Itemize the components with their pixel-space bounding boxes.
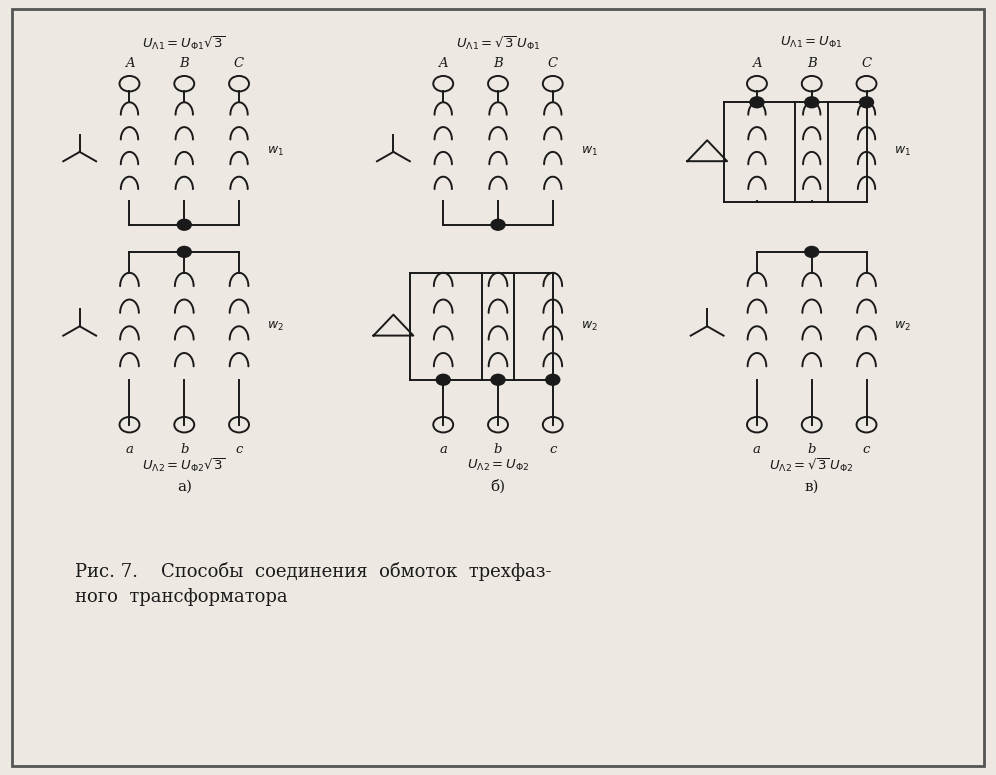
Text: b: b: [180, 443, 188, 456]
Text: $U_{\Lambda 2}=\sqrt{3}\,U_{\Phi 2}$: $U_{\Lambda 2}=\sqrt{3}\,U_{\Phi 2}$: [769, 456, 855, 474]
Circle shape: [805, 97, 819, 108]
Text: $U_{\Lambda 1}=\sqrt{3}\,U_{\Phi 1}$: $U_{\Lambda 1}=\sqrt{3}\,U_{\Phi 1}$: [455, 33, 541, 52]
Text: B: B: [807, 57, 817, 70]
Text: Рис. 7.    Способы  соединения  обмоток  трехфаз-
ного  трансформатора: Рис. 7. Способы соединения обмоток трехф…: [75, 562, 551, 606]
Circle shape: [177, 219, 191, 230]
Text: c: c: [235, 443, 243, 456]
Text: C: C: [548, 57, 558, 70]
Text: $U_{\Lambda 1}=U_{\Phi 1}$: $U_{\Lambda 1}=U_{\Phi 1}$: [781, 35, 843, 50]
Text: a: a: [753, 443, 761, 456]
Circle shape: [546, 374, 560, 385]
Text: в): в): [805, 480, 819, 494]
Text: A: A: [124, 57, 134, 70]
Text: $U_{\Lambda 2}=U_{\Phi 2}$: $U_{\Lambda 2}=U_{\Phi 2}$: [467, 457, 529, 473]
Text: A: A: [438, 57, 448, 70]
Text: a: a: [125, 443, 133, 456]
Circle shape: [750, 97, 764, 108]
Circle shape: [860, 97, 873, 108]
Circle shape: [177, 246, 191, 257]
Text: b: b: [494, 443, 502, 456]
Text: B: B: [179, 57, 189, 70]
Text: a: a: [439, 443, 447, 456]
Circle shape: [436, 374, 450, 385]
Text: $w_2$: $w_2$: [894, 320, 911, 332]
Circle shape: [491, 219, 505, 230]
Text: B: B: [493, 57, 503, 70]
Text: $w_1$: $w_1$: [581, 146, 598, 158]
Text: A: A: [752, 57, 762, 70]
Text: а): а): [176, 480, 192, 494]
Text: $U_{\Lambda 2}=U_{\Phi 2}\sqrt{3}$: $U_{\Lambda 2}=U_{\Phi 2}\sqrt{3}$: [142, 456, 226, 474]
Text: b: b: [808, 443, 816, 456]
Text: $w_2$: $w_2$: [267, 320, 284, 332]
Text: $w_1$: $w_1$: [267, 146, 284, 158]
Text: $w_1$: $w_1$: [894, 146, 911, 158]
Text: C: C: [234, 57, 244, 70]
Text: c: c: [863, 443, 871, 456]
Text: б): б): [490, 480, 506, 494]
Circle shape: [805, 246, 819, 257]
Circle shape: [491, 374, 505, 385]
Text: $w_2$: $w_2$: [581, 320, 598, 332]
Text: C: C: [862, 57, 872, 70]
Text: $U_{\Lambda 1}=U_{\Phi 1}\sqrt{3}$: $U_{\Lambda 1}=U_{\Phi 1}\sqrt{3}$: [142, 33, 226, 52]
Text: c: c: [549, 443, 557, 456]
